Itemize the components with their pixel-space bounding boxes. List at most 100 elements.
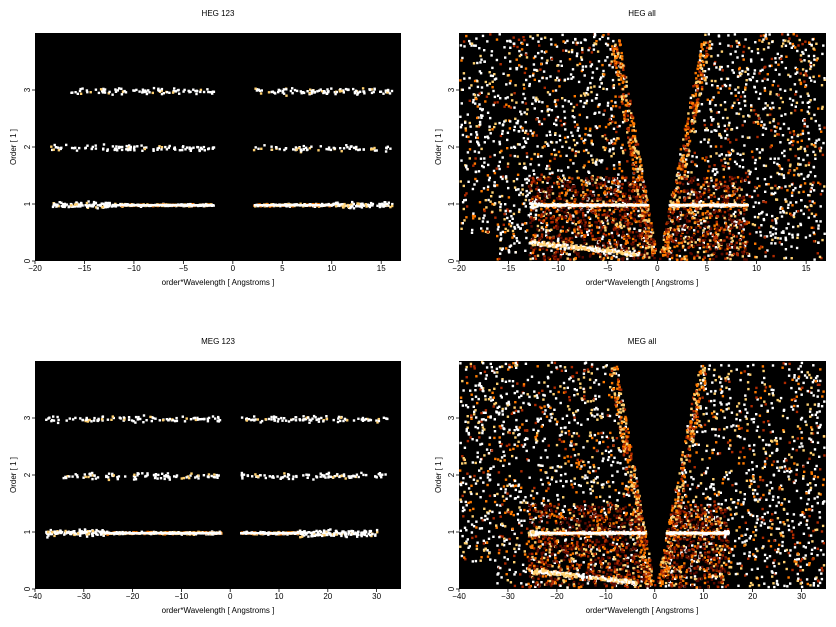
heatmap-cell [780,167,784,171]
heatmap-cell [787,40,790,43]
heatmap-cell [583,141,586,145]
heatmap-cell [613,142,617,145]
heatmap-cell [736,45,739,48]
heatmap-cell [629,222,632,225]
heatmap-cell [808,100,811,104]
heatmap-cell [550,43,553,46]
heatmap-cell [676,258,679,261]
heatmap-cell [570,50,574,54]
heatmap-cell [735,235,738,238]
heatmap-cell [580,137,583,140]
heatmap-cell [724,137,727,140]
heatmap-cell [796,49,799,53]
heatmap-cell [523,71,527,75]
heatmap-cell [106,148,109,151]
heatmap-cell [738,197,741,200]
heatmap-cell [622,110,625,114]
heatmap-cell [501,129,504,133]
heatmap-cell [702,54,706,58]
heatmap-cell [187,204,190,207]
heatmap-cell [764,255,767,258]
heatmap-cell [550,237,553,240]
heatmap-cell [817,181,820,184]
heatmap-cell [537,214,540,217]
heatmap-cell [713,129,716,132]
heatmap-cell [684,224,688,228]
heatmap-cell [689,207,692,210]
heatmap-cell [734,180,737,184]
heatmap-cell [362,90,365,93]
heatmap-cell [620,226,623,230]
heatmap-cell [534,100,538,103]
heatmap-cell [712,168,715,171]
heatmap-cell [551,171,554,174]
heatmap-cell [794,105,797,108]
heatmap-cell [751,223,755,226]
heatmap-cell [734,198,738,202]
heatmap-cell [582,185,585,188]
heatmap-cell [717,197,720,201]
heatmap-cell [260,89,263,92]
heatmap-cell [646,198,649,202]
heatmap-cell [707,254,710,257]
heatmap-cell [120,204,123,207]
heatmap-cell [686,192,690,195]
heatmap-cell [807,137,811,141]
heatmap-cell [689,96,693,100]
heatmap-cell [745,208,748,211]
heatmap-cell [563,250,566,254]
heatmap-cell [615,71,618,74]
heatmap-cell [669,200,672,203]
heatmap-cell [808,76,812,79]
heatmap-cell [717,122,720,126]
heatmap-cell [723,83,726,87]
heatmap-cell [368,88,372,92]
heatmap-cell [614,101,617,104]
heatmap-cell [601,221,605,225]
heatmap-cell [737,213,741,216]
heatmap-cell [637,193,640,196]
heatmap-cell [556,235,559,238]
heatmap-cell [799,184,803,187]
heatmap-cell [561,184,564,188]
heatmap-cell [784,248,788,251]
heatmap-cell [700,73,703,77]
heatmap-cell [545,50,548,53]
heatmap-cell [797,157,800,160]
heatmap-cell [568,213,572,216]
heatmap-cell [645,239,648,243]
heatmap-cell [470,84,473,87]
heatmap-cell [584,65,588,68]
heatmap-cell [576,228,580,231]
heatmap-cell [739,74,742,77]
heatmap-cell [468,148,472,151]
heatmap-cell [738,66,741,70]
heatmap-cell [676,186,679,189]
heatmap-cell [733,191,736,194]
heatmap-cell [761,210,764,214]
x-tick-label: 0 [231,264,236,273]
heatmap-cell [775,198,778,201]
heatmap-cell [529,221,532,224]
heatmap-cell [784,113,787,116]
heatmap-cell [714,60,717,64]
heatmap-cell [124,91,128,94]
heatmap-cell [776,162,779,166]
heatmap-cell [612,164,616,167]
heatmap-cell [534,213,538,216]
heatmap-cell [741,166,745,169]
heatmap-cell [743,120,746,123]
heatmap-cell [583,241,586,245]
heatmap-cell [558,208,561,211]
heatmap-cell [589,192,592,196]
heatmap-cell [522,36,525,39]
heatmap-cell [653,243,657,246]
heatmap-cell [591,76,594,80]
heatmap-cell [595,67,599,70]
heatmap-cell [667,228,670,231]
heatmap-cell [583,224,587,227]
heatmap-cell [549,159,552,163]
heatmap-cell [719,134,722,138]
heatmap-cell [616,179,619,183]
heatmap-cell [504,209,507,213]
